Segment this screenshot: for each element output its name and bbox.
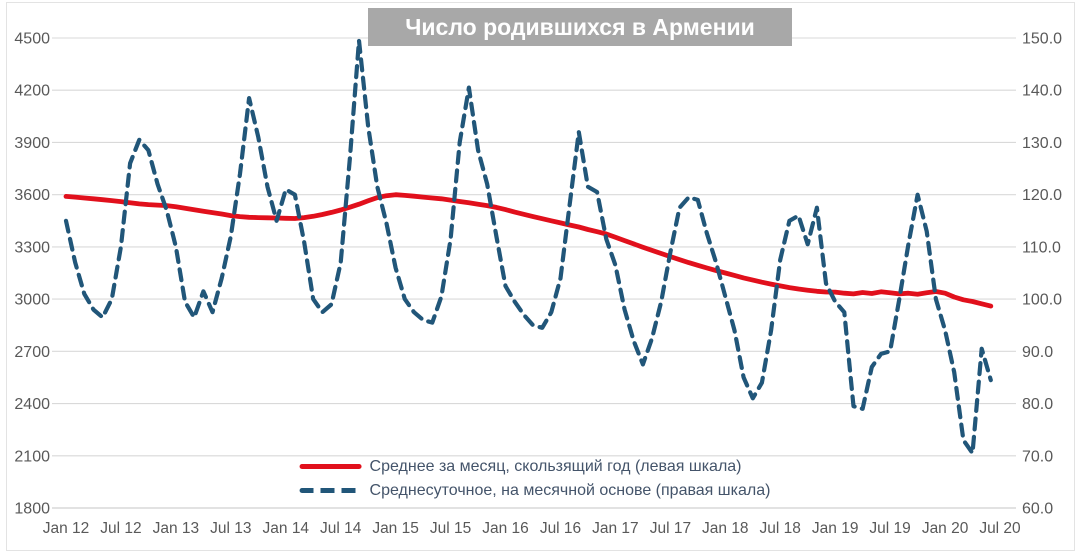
y-axis-left-label: 3000 [14, 292, 50, 309]
legend: Среднее за месяц, скользящий год (левая … [299, 456, 771, 501]
y-axis-right-label: 150.0 [1022, 31, 1062, 48]
y-axis-left-label: 2100 [14, 448, 50, 465]
x-axis-label: Jul 17 [650, 520, 691, 537]
y-axis-right-label: 140.0 [1022, 83, 1062, 100]
y-axis-left-label: 2400 [14, 396, 50, 413]
y-axis-left-label: 3300 [14, 239, 50, 256]
y-axis-left-label: 3900 [14, 135, 50, 152]
x-axis-label: Jan 20 [922, 520, 969, 537]
y-axis-right-label: 100.0 [1022, 292, 1062, 309]
legend-label-daily-average: Среднесуточное, на месячной основе (прав… [369, 482, 771, 499]
y-axis-right-label: 70.0 [1022, 448, 1053, 465]
legend-item-rolling-average: Среднее за месяц, скользящий год (левая … [299, 456, 742, 477]
y-axis-right-label: 110.0 [1022, 239, 1061, 256]
y-axis-left-label: 3600 [14, 187, 50, 204]
x-axis-label: Jul 19 [869, 520, 910, 537]
red-solid-line-swatch [299, 464, 362, 469]
x-axis-label: Jul 16 [540, 520, 581, 537]
y-axis-right-label: 120.0 [1022, 187, 1062, 204]
chart-title: Число родившихся в Армении [368, 8, 792, 46]
x-axis-label: Jan 17 [592, 520, 639, 537]
x-axis-label: Jan 16 [482, 520, 529, 537]
x-axis-label: Jul 18 [760, 520, 801, 537]
y-axis-left-label: 1800 [14, 501, 50, 518]
x-axis-label: Jul 15 [430, 520, 471, 537]
legend-label-rolling-average: Среднее за месяц, скользящий год (левая … [369, 458, 742, 475]
x-axis-label: Jan 12 [43, 520, 90, 537]
x-axis-label: Jan 13 [153, 520, 200, 537]
x-axis-label: Jul 12 [100, 520, 141, 537]
y-axis-left-label: 4200 [14, 83, 50, 100]
y-axis-right-label: 80.0 [1022, 396, 1053, 413]
x-axis-label: Jan 18 [702, 520, 749, 537]
legend-item-daily-average: Среднесуточное, на месячной основе (прав… [299, 480, 771, 501]
y-axis-right-label: 60.0 [1022, 501, 1053, 518]
rolling-year-average-line [63, 192, 994, 309]
y-axis-right-label: 130.0 [1022, 135, 1062, 152]
x-axis-label: Jul 20 [979, 520, 1021, 537]
y-axis-left-label: 2700 [14, 344, 50, 361]
daily-average-line [63, 38, 993, 456]
x-axis-label: Jul 13 [210, 520, 251, 537]
y-axis-right-label: 90.0 [1022, 344, 1053, 361]
x-axis-label: Jan 15 [372, 520, 419, 537]
x-axis-label: Jul 14 [320, 520, 362, 537]
x-axis-label: Jan 14 [263, 520, 310, 537]
y-axis-left-label: 4500 [14, 31, 50, 48]
blue-dashed-line-swatch [299, 488, 362, 493]
x-axis-label: Jan 19 [812, 520, 859, 537]
